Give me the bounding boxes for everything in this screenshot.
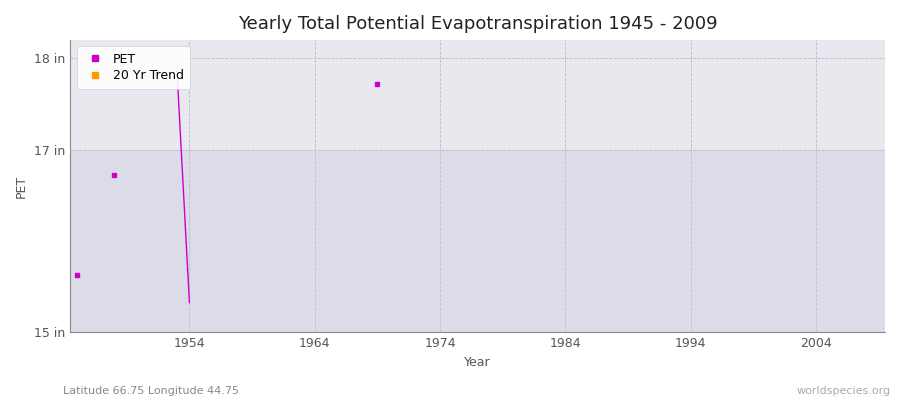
X-axis label: Year: Year xyxy=(464,356,491,369)
Bar xyxy=(70,150,885,332)
Bar xyxy=(70,40,885,150)
Text: worldspecies.org: worldspecies.org xyxy=(796,386,891,396)
Legend: PET, 20 Yr Trend: PET, 20 Yr Trend xyxy=(76,46,190,89)
Text: Latitude 66.75 Longitude 44.75: Latitude 66.75 Longitude 44.75 xyxy=(63,386,239,396)
Title: Yearly Total Potential Evapotranspiration 1945 - 2009: Yearly Total Potential Evapotranspiratio… xyxy=(238,15,717,33)
Y-axis label: PET: PET xyxy=(15,174,28,198)
